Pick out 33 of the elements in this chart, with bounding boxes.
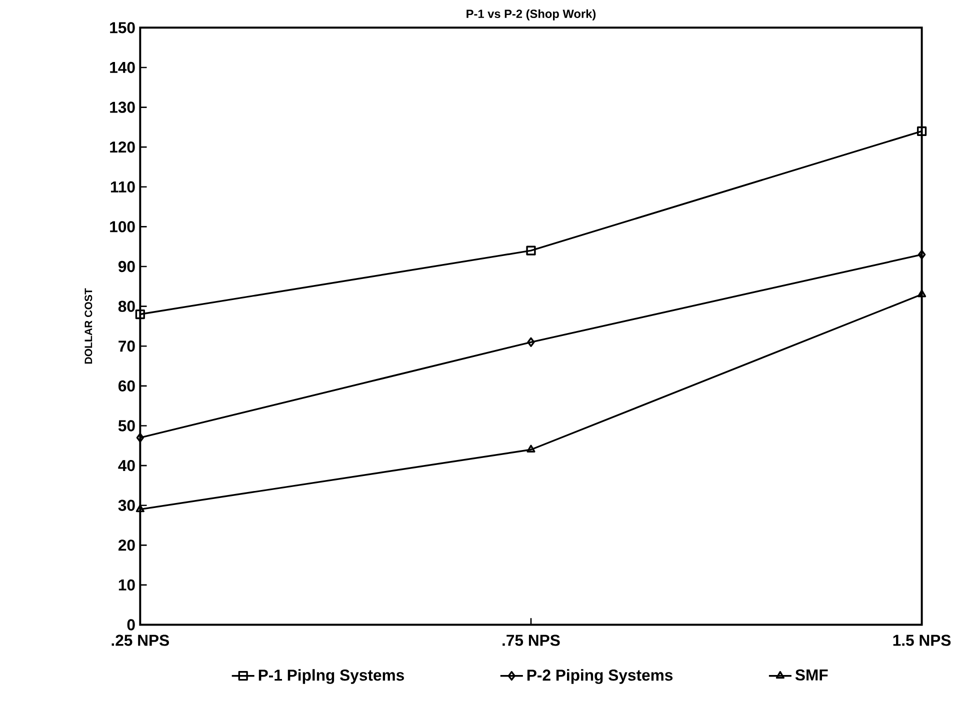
y-tick-label: 70 <box>118 340 135 352</box>
y-tick-label: 140 <box>110 62 135 74</box>
y-tick-label: 10 <box>118 579 135 591</box>
y-tick-label: 50 <box>118 420 135 432</box>
y-tick-label: 150 <box>110 22 135 34</box>
y-tick-label: 110 <box>110 181 135 193</box>
chart-title: P-1 vs P-2 (Shop Work) <box>466 9 596 20</box>
x-tick-label: .75 NPS <box>502 634 560 646</box>
y-tick-label: 130 <box>110 102 135 113</box>
point <box>916 126 927 136</box>
y-tick-label: 20 <box>118 540 135 551</box>
point <box>918 290 926 298</box>
point <box>526 246 536 256</box>
point <box>136 432 144 443</box>
legend-label: P-2 Piping Systems <box>527 669 673 684</box>
point <box>526 444 536 453</box>
point <box>918 250 926 260</box>
y-tick-label: 30 <box>118 500 135 512</box>
x-tick-label: 1.5 NPS <box>893 634 951 646</box>
y-tick-label: 60 <box>118 380 135 392</box>
legend-label: SMF <box>795 669 828 681</box>
y-tick-label: 100 <box>110 221 135 232</box>
y-tick-label: 0 <box>127 619 135 630</box>
point <box>136 504 144 512</box>
legend-label: P-1 Piplng Systems <box>258 669 404 684</box>
x-tick-label: .25 NPS <box>112 634 169 646</box>
y-tick-label: 90 <box>118 260 135 272</box>
point <box>527 337 535 348</box>
point <box>135 310 145 320</box>
y-tick-label: 120 <box>110 142 135 153</box>
y-tick-label: 40 <box>118 460 135 472</box>
y-tick-label: 80 <box>118 300 135 312</box>
y-axis-title: DOLLAR COST <box>84 288 92 364</box>
